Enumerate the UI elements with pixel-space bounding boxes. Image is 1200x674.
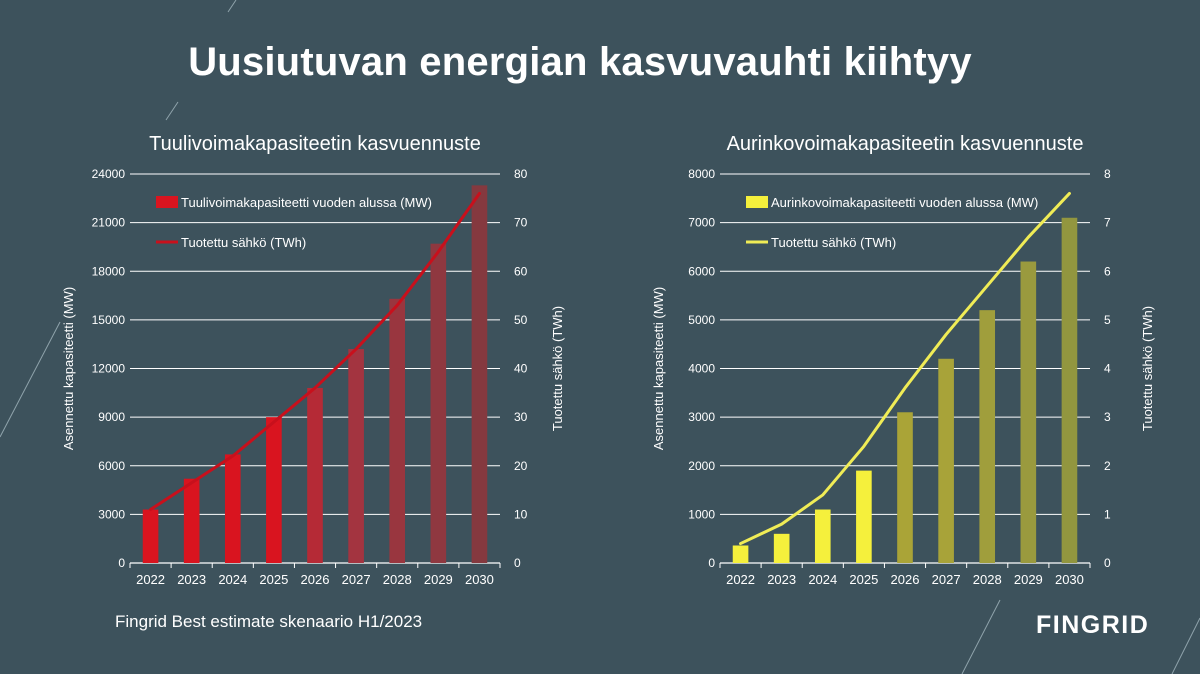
y2-tick-label: 0 [1104,556,1111,570]
y-axis-title: Asennettu kapasiteetti (MW) [61,287,76,450]
y-tick-label: 18000 [92,264,126,278]
bar [389,298,406,563]
legend-bar-swatch [156,196,178,208]
wind-capacity-chart: Tuulivoimakapasiteetin kasvuennuste 0 0 300… [0,120,600,590]
bar [814,509,831,563]
bar [938,358,954,563]
y-tick-label: 9000 [98,410,125,424]
y-tick-label: 6000 [98,459,125,473]
x-tick-label: 2029 [424,572,453,587]
x-tick-label: 2030 [465,572,494,587]
y-tick-label: 2000 [688,459,715,473]
y2-axis-title: Tuotettu sähkö (TWh) [550,306,565,431]
x-tick-label: 2026 [891,572,920,587]
solar-chart-svg: Aurinkovoimakapasiteetin kasvuennuste 0 0 1… [651,133,1155,587]
y-tick-label: 15000 [92,313,126,327]
solar-capacity-chart: Aurinkovoimakapasiteetin kasvuennuste 0 0 1… [590,120,1190,590]
y-tick-label: 5000 [688,313,715,327]
bar [142,509,159,563]
y2-tick-label: 1 [1104,507,1111,521]
y2-axis-title: Tuotettu sähkö (TWh) [1140,306,1155,431]
y-tick-label: 0 [708,556,715,570]
x-tick-label: 2023 [767,572,796,587]
scenario-footnote: Fingrid Best estimate skenaario H1/2023 [115,612,423,631]
x-tick-label: 2024 [218,572,247,587]
y2-tick-label: 5 [1104,313,1111,327]
y2-tick-label: 80 [514,167,528,181]
y2-tick-label: 60 [514,264,528,278]
bar [430,243,447,563]
bar [183,478,200,563]
bar [732,545,749,563]
y2-tick-label: 40 [514,362,528,376]
decor-line [227,0,237,13]
x-tick-label: 2022 [136,572,165,587]
x-tick-label: 2025 [849,572,878,587]
page-title: Uusiutuvan energian kasvuvauhti kiihtyy [188,40,972,84]
y-tick-label: 8000 [688,167,715,181]
bar [979,310,996,563]
legend-bar-swatch [746,196,768,208]
y2-tick-label: 7 [1104,216,1111,230]
x-tick-label: 2030 [1055,572,1084,587]
y2-tick-label: 6 [1104,264,1111,278]
y2-tick-label: 0 [514,556,521,570]
chart-title: Aurinkovoimakapasiteetin kasvuennuste [727,133,1084,155]
y2-tick-label: 30 [514,410,528,424]
decor-line [0,321,61,438]
y-tick-label: 4000 [688,362,715,376]
y2-tick-label: 20 [514,459,528,473]
y2-tick-label: 2 [1104,459,1111,473]
decor-line [961,599,1001,674]
x-tick-label: 2028 [973,572,1002,587]
y2-tick-label: 8 [1104,167,1111,181]
y2-tick-label: 70 [514,216,528,230]
bar [1061,217,1078,563]
y-tick-label: 24000 [92,167,126,181]
bar [897,412,913,563]
x-tick-label: 2027 [932,572,961,587]
legend-line-label: Tuotettu sähkö (TWh) [771,235,896,250]
bar [266,417,282,563]
x-tick-label: 2026 [301,572,330,587]
x-tick-label: 2029 [1014,572,1043,587]
bar [348,349,364,563]
bar [856,470,872,563]
x-tick-label: 2028 [383,572,412,587]
y-tick-label: 6000 [688,264,715,278]
x-tick-label: 2027 [342,572,371,587]
y-tick-label: 21000 [92,216,126,230]
decor-line [1171,617,1200,674]
y2-tick-label: 50 [514,313,528,327]
y-tick-label: 12000 [92,362,126,376]
bar [471,185,488,563]
legend-bar-label: Aurinkovoimakapasiteetti vuoden alussa (… [771,195,1038,210]
chart-title: Tuulivoimakapasiteetin kasvuennuste [149,133,481,155]
decor-line [165,101,179,121]
bar [773,533,790,563]
bar [307,387,323,563]
y-tick-label: 1000 [688,507,715,521]
y2-tick-label: 3 [1104,410,1111,424]
bar [1020,261,1037,563]
y2-tick-label: 4 [1104,362,1111,376]
wind-chart-svg: Tuulivoimakapasiteetin kasvuennuste 0 0 300… [61,133,565,587]
y-axis-title: Asennettu kapasiteetti (MW) [651,287,666,450]
x-tick-label: 2024 [808,572,837,587]
x-tick-label: 2025 [259,572,288,587]
bar [224,454,241,563]
y-tick-label: 3000 [688,410,715,424]
legend-bar-label: Tuulivoimakapasiteetti vuoden alussa (MW… [181,195,432,210]
legend-line-label: Tuotettu sähkö (TWh) [181,235,306,250]
y-tick-label: 0 [118,556,125,570]
y-tick-label: 3000 [98,507,125,521]
y-tick-label: 7000 [688,216,715,230]
fingrid-logo: FINGRID [1036,611,1150,639]
y2-tick-label: 10 [514,507,528,521]
x-tick-label: 2023 [177,572,206,587]
x-tick-label: 2022 [726,572,755,587]
